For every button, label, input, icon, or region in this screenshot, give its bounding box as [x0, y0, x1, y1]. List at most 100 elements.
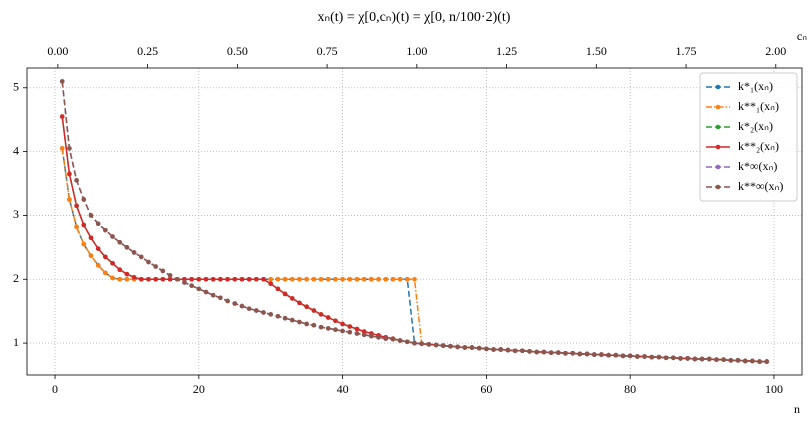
data-point: [405, 339, 410, 345]
plot-frame: [26, 67, 803, 376]
x2-tick-label: 0.25: [137, 44, 158, 58]
data-point: [325, 276, 331, 282]
data-point: [139, 254, 144, 260]
data-point: [110, 234, 115, 239]
data-point: [347, 329, 353, 335]
data-point: [67, 171, 72, 177]
data-point: [189, 283, 194, 288]
data-point: [570, 350, 575, 356]
data-point: [354, 276, 360, 282]
data-point: [714, 357, 719, 362]
data-point: [397, 276, 403, 282]
data-point: [95, 246, 101, 251]
data-point: [103, 270, 108, 276]
data-point: [354, 331, 360, 336]
legend-label: k*₁(xₙ): [738, 79, 773, 93]
data-point: [462, 345, 468, 350]
x-tick-label: 100: [765, 382, 783, 396]
data-point: [742, 358, 748, 364]
series-line: [61, 148, 767, 363]
data-point: [419, 341, 424, 347]
data-point: [613, 352, 619, 358]
data-point: [297, 319, 302, 325]
data-point: [246, 306, 252, 311]
legend-marker: [715, 184, 721, 190]
data-point: [721, 357, 726, 362]
data-point: [606, 352, 611, 358]
data-point: [218, 276, 223, 282]
x2-tick-label: 1.50: [586, 44, 607, 58]
data-point: [110, 275, 115, 281]
data-point: [174, 276, 180, 282]
data-point: [131, 250, 137, 255]
data-point: [369, 333, 374, 339]
data-point: [369, 276, 374, 282]
data-point: [124, 276, 130, 282]
data-point: [246, 276, 252, 282]
data-point: [59, 146, 65, 151]
x2-tick-label: 1.75: [676, 44, 697, 58]
x2-tick-label: 1.00: [406, 44, 427, 58]
data-point: [383, 336, 389, 341]
data-point: [210, 292, 216, 298]
x2-tick-label: 0.75: [317, 44, 338, 58]
data-point: [685, 356, 690, 361]
data-point: [59, 114, 65, 119]
data-point: [275, 286, 281, 292]
data-point: [88, 253, 94, 258]
y-tick-label: 5: [13, 80, 19, 94]
data-point: [124, 271, 130, 277]
x-tick-label: 60: [480, 382, 492, 396]
data-point: [491, 347, 496, 352]
data-point: [757, 359, 762, 364]
data-point: [289, 317, 295, 323]
data-point: [412, 340, 417, 346]
data-point: [275, 276, 281, 282]
data-point: [376, 335, 381, 340]
data-point: [555, 350, 561, 355]
legend-box: [699, 72, 798, 202]
data-point: [347, 276, 353, 282]
data-point: [153, 276, 158, 282]
data-point: [563, 350, 568, 356]
data-point: [268, 312, 274, 317]
data-point: [282, 315, 288, 321]
data-point: [182, 280, 187, 285]
data-point: [88, 213, 94, 218]
data-point: [340, 328, 345, 334]
data-point: [67, 146, 72, 151]
data-point: [261, 276, 266, 282]
data-point: [131, 275, 137, 280]
legend-label: k*₂(xₙ): [738, 119, 773, 133]
data-point: [88, 235, 94, 241]
data-point: [591, 352, 597, 357]
data-point: [426, 342, 432, 347]
data-point: [699, 356, 705, 362]
data-point: [225, 298, 230, 304]
data-point: [548, 350, 554, 355]
data-point: [289, 296, 295, 301]
data-point: [254, 308, 259, 313]
series-line: [61, 81, 767, 363]
legend-marker: [715, 84, 721, 90]
data-point: [182, 276, 187, 282]
data-point: [117, 239, 123, 245]
x2-tick-label: 0.50: [227, 44, 248, 58]
data-point: [627, 353, 633, 359]
legend-label: k**∞(xₙ): [738, 179, 783, 193]
data-point: [484, 346, 489, 352]
data-point: [304, 304, 309, 310]
data-point: [81, 241, 87, 247]
data-point: [74, 178, 79, 183]
data-point: [232, 301, 238, 306]
data-point: [74, 224, 79, 230]
data-point: [397, 338, 403, 343]
x2-tick-label: 1.25: [496, 44, 517, 58]
data-point: [333, 318, 338, 324]
data-point: [304, 276, 309, 282]
data-point: [635, 354, 640, 359]
data-point: [361, 276, 367, 282]
data-point: [333, 276, 338, 282]
data-point: [325, 326, 331, 331]
